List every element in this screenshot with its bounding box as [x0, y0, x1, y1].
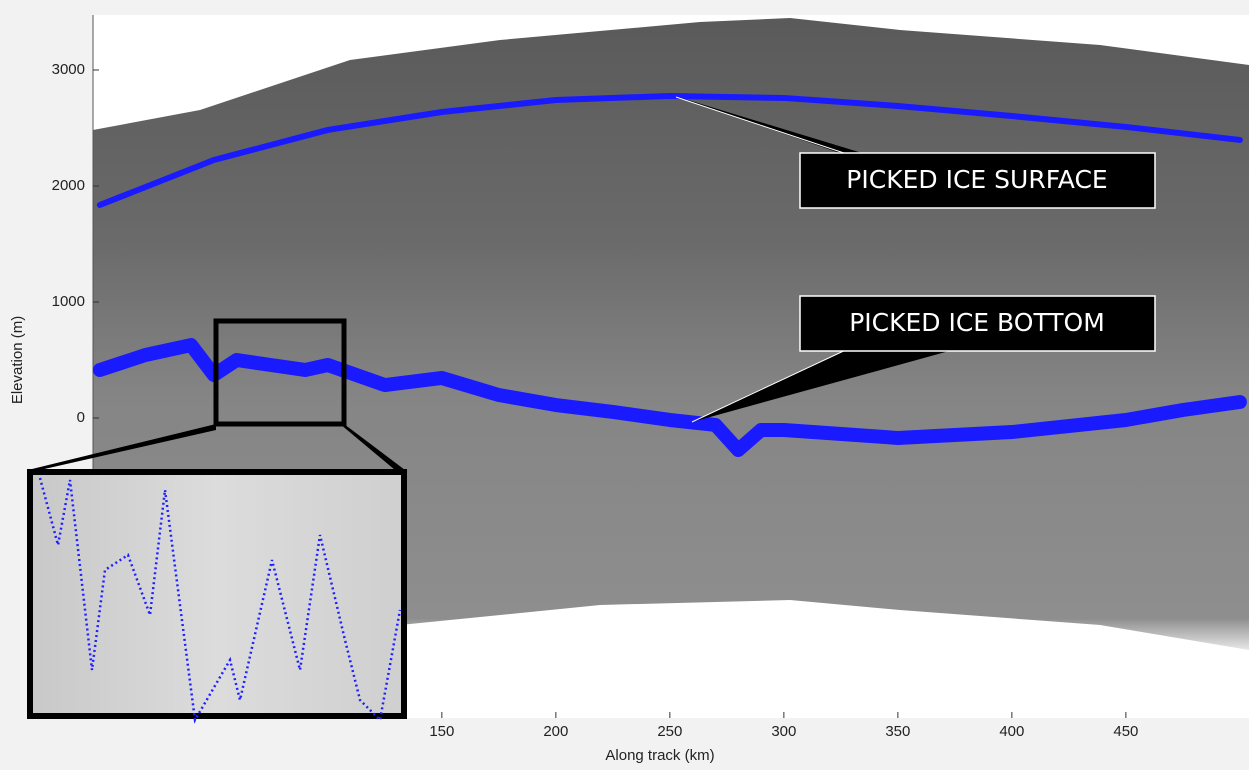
annotation-box	[799, 152, 1156, 209]
y-tick-label: 1000	[52, 293, 85, 310]
callout-pointer	[675, 96, 885, 160]
x-tick-label: 150	[429, 723, 454, 740]
x-tick-label: 250	[657, 723, 682, 740]
x-tick-label: 350	[885, 723, 910, 740]
picked-line	[92, 338, 1247, 458]
zoom-inset	[27, 469, 407, 719]
y-tick-label: 3000	[52, 61, 85, 78]
zoom-region	[213, 318, 347, 427]
zoom-trace	[38, 477, 402, 724]
x-axis-label: Along track (km)	[605, 747, 714, 764]
x-tick-label: 200	[543, 723, 568, 740]
picked-line	[96, 92, 1243, 209]
annotation: PICKED ICE BOTTOM	[849, 308, 1105, 337]
y-axis-label: Elevation (m)	[9, 316, 26, 404]
x-tick-label: 450	[1113, 723, 1138, 740]
callout-pointer	[692, 348, 960, 422]
y-tick-label: 0	[77, 409, 85, 426]
callout-pointer	[691, 347, 851, 423]
zoom-connector	[28, 424, 216, 470]
x-tick-label: 400	[999, 723, 1024, 740]
x-tick-label: 300	[771, 723, 796, 740]
y-tick-label: 2000	[52, 177, 85, 194]
annotation-box	[799, 295, 1156, 352]
zoom-connector	[340, 424, 405, 470]
annotation: PICKED ICE SURFACE	[846, 165, 1107, 194]
